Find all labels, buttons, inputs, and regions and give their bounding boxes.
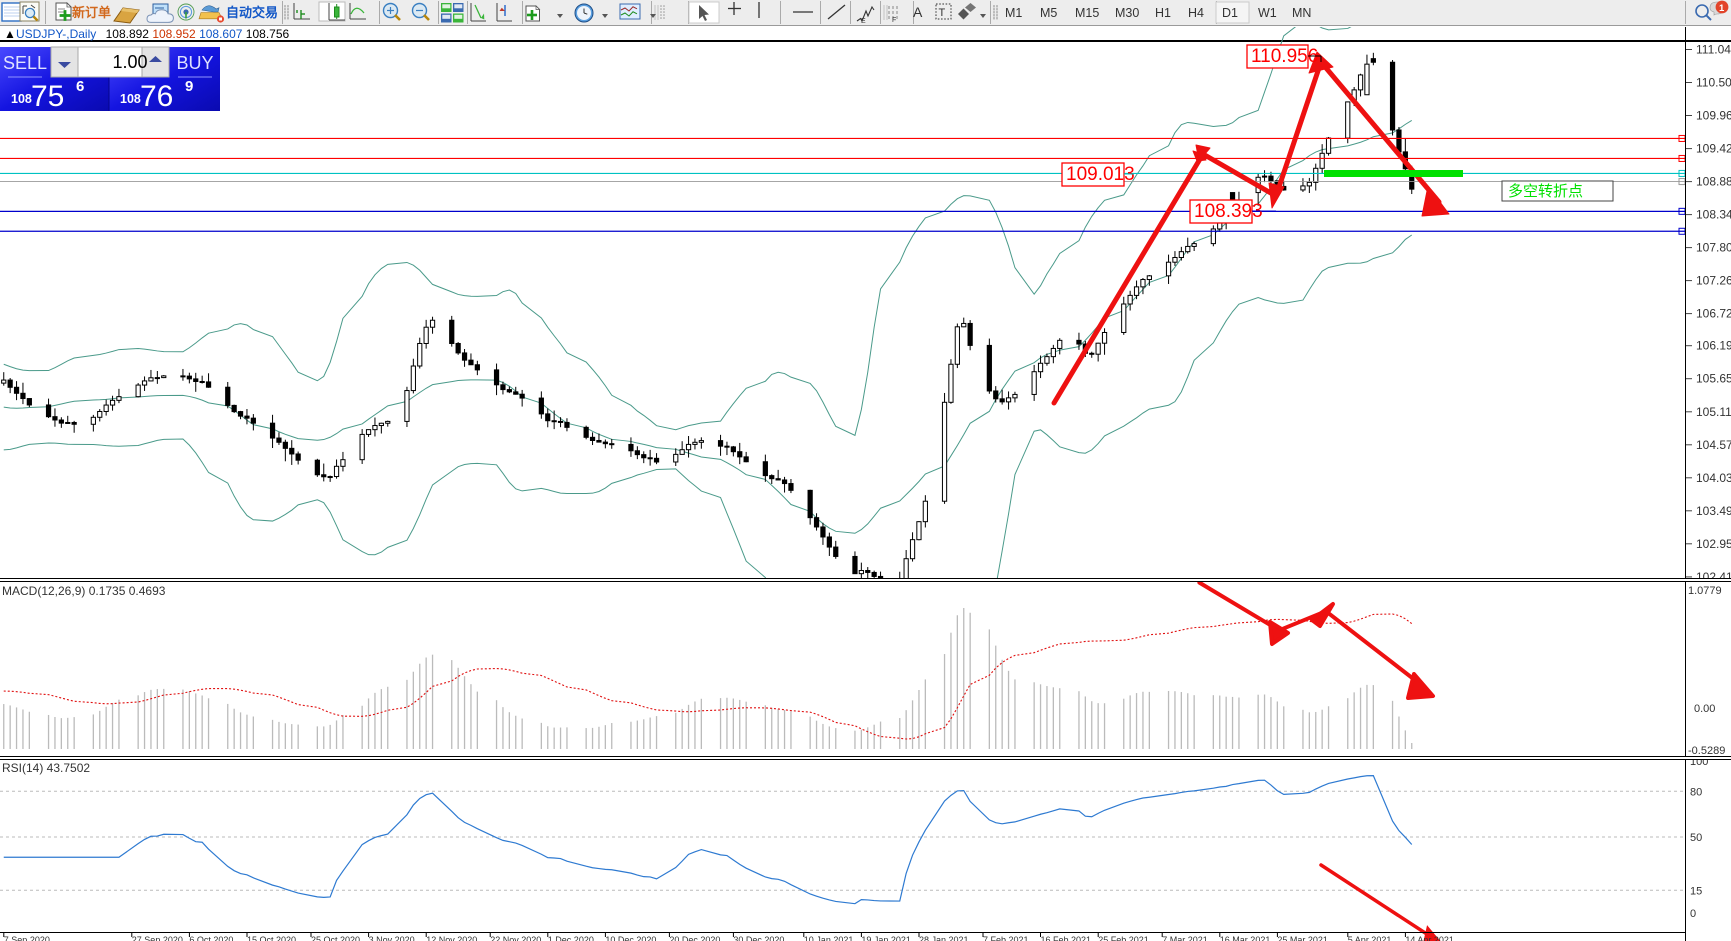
svg-text:1.0779: 1.0779 xyxy=(1688,585,1722,597)
svg-text:80: 80 xyxy=(1690,786,1702,798)
svg-text:109.420: 109.420 xyxy=(1696,142,1731,156)
svg-text:W1: W1 xyxy=(1258,6,1277,20)
svg-text:MN: MN xyxy=(1292,6,1311,20)
svg-text:M30: M30 xyxy=(1115,6,1139,20)
svg-text:105.115: 105.115 xyxy=(1696,405,1731,419)
svg-text:107.800: 107.800 xyxy=(1696,241,1731,255)
svg-text:自动交易: 自动交易 xyxy=(226,5,278,20)
svg-text:108.880: 108.880 xyxy=(1696,175,1731,189)
svg-text:M5: M5 xyxy=(1040,6,1057,20)
svg-text:100: 100 xyxy=(1690,760,1708,768)
svg-text:H1: H1 xyxy=(1155,6,1171,20)
svg-text:T: T xyxy=(939,7,946,19)
svg-text:0: 0 xyxy=(1690,908,1696,920)
svg-text:A: A xyxy=(913,4,923,20)
svg-text:102.415: 102.415 xyxy=(1696,570,1731,578)
svg-text:105.655: 105.655 xyxy=(1696,372,1731,386)
svg-text:D1: D1 xyxy=(1222,6,1238,20)
svg-text:109.960: 109.960 xyxy=(1696,109,1731,123)
svg-text:106.195: 106.195 xyxy=(1696,339,1731,353)
svg-text:104.035: 104.035 xyxy=(1696,471,1731,485)
svg-text:107.260: 107.260 xyxy=(1696,274,1731,288)
svg-text:104.575: 104.575 xyxy=(1696,438,1731,452)
svg-text:106.720: 106.720 xyxy=(1696,307,1731,321)
svg-text:新订单: 新订单 xyxy=(72,5,111,20)
svg-text:102.955: 102.955 xyxy=(1696,537,1731,551)
svg-text:M15: M15 xyxy=(1075,6,1099,20)
svg-text:108.340: 108.340 xyxy=(1696,208,1731,222)
svg-text:0.00: 0.00 xyxy=(1694,703,1715,715)
svg-text:1: 1 xyxy=(1719,3,1725,14)
svg-text:50: 50 xyxy=(1690,832,1702,844)
svg-text:M1: M1 xyxy=(1005,6,1022,20)
svg-text:15: 15 xyxy=(1690,885,1702,897)
svg-text:E: E xyxy=(861,18,866,25)
svg-text:H4: H4 xyxy=(1188,6,1204,20)
svg-text:F: F xyxy=(892,17,896,24)
svg-text:110.500: 110.500 xyxy=(1696,76,1731,90)
svg-text:111.040: 111.040 xyxy=(1696,43,1731,57)
svg-text:103.495: 103.495 xyxy=(1696,504,1731,518)
svg-text:多空转折点: 多空转折点 xyxy=(1508,183,1583,200)
